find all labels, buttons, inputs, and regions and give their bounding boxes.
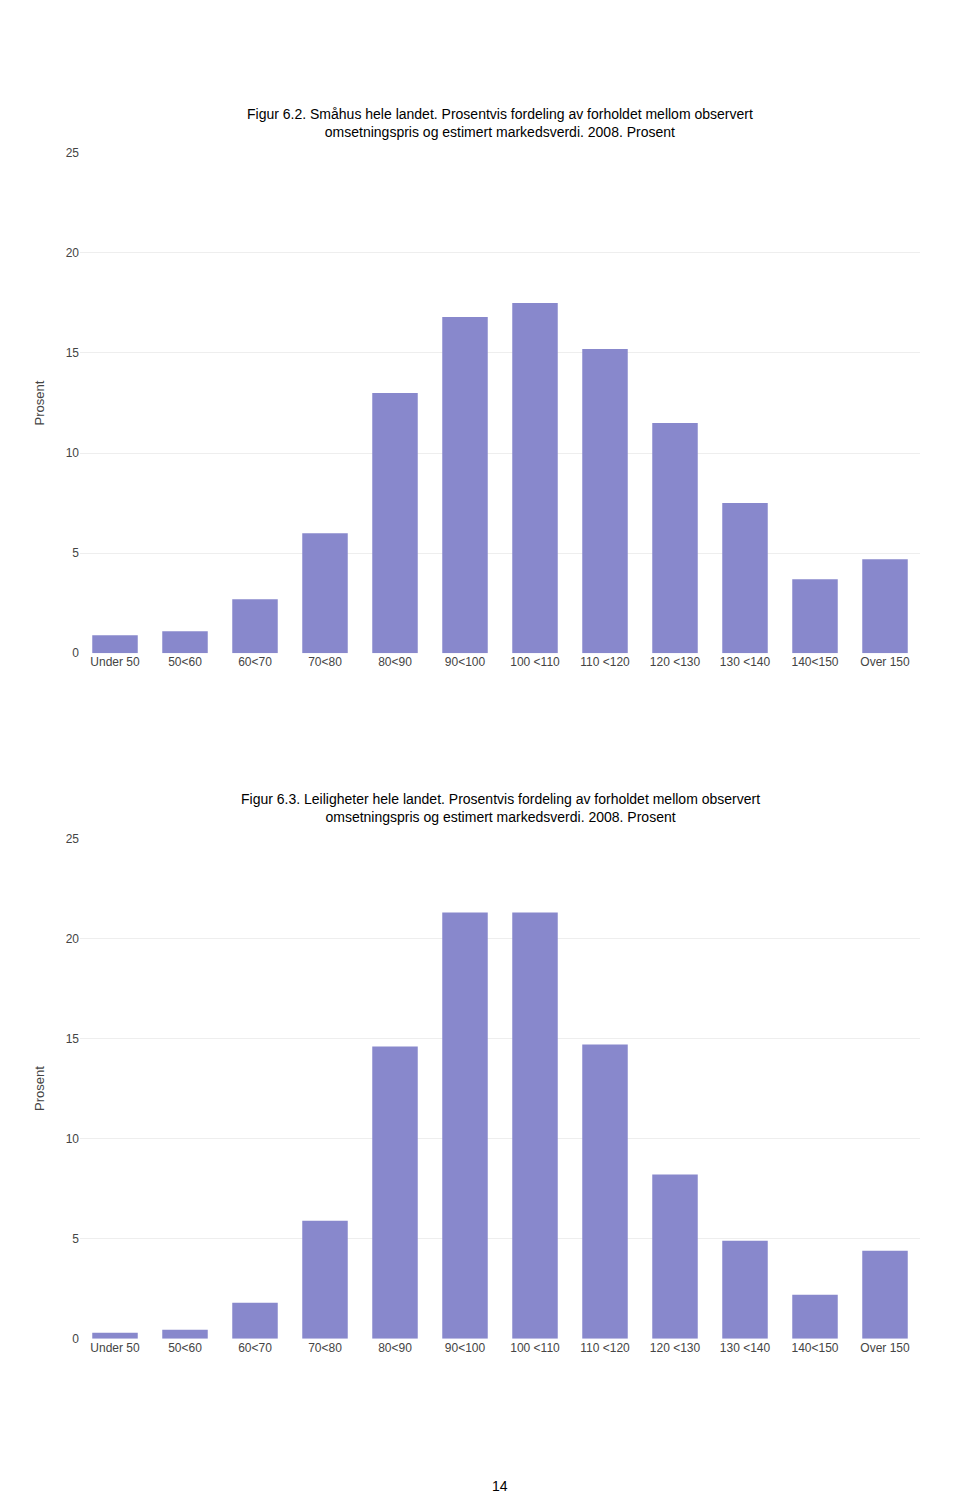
svg-text:130 <140: 130 <140: [720, 655, 771, 669]
svg-text:90<100: 90<100: [445, 1341, 486, 1355]
svg-text:0: 0: [72, 1332, 79, 1346]
svg-text:Over 150: Over 150: [860, 655, 910, 669]
svg-text:50<60: 50<60: [168, 655, 202, 669]
svg-text:50<60: 50<60: [168, 1341, 202, 1355]
svg-text:120 <130: 120 <130: [650, 655, 701, 669]
svg-text:10: 10: [66, 446, 80, 460]
svg-text:70<80: 70<80: [308, 655, 342, 669]
svg-text:100 <110: 100 <110: [510, 655, 560, 669]
svg-text:25: 25: [66, 832, 80, 846]
svg-text:70<80: 70<80: [308, 1341, 342, 1355]
svg-text:90<100: 90<100: [445, 655, 486, 669]
svg-text:80<90: 80<90: [378, 655, 412, 669]
svg-text:15: 15: [66, 346, 80, 360]
svg-text:100 <110: 100 <110: [510, 1341, 560, 1355]
svg-text:Figur 6.3. Leiligheter hele la: Figur 6.3. Leiligheter hele landet. Pros…: [241, 791, 760, 825]
svg-text:Under 50: Under 50: [90, 655, 140, 669]
svg-text:110 <120: 110 <120: [580, 655, 630, 669]
svg-text:110 <120: 110 <120: [580, 1341, 630, 1355]
svg-text:60<70: 60<70: [238, 1341, 272, 1355]
svg-text:80<90: 80<90: [378, 1341, 412, 1355]
svg-text:20: 20: [66, 246, 80, 260]
svg-text:0: 0: [72, 646, 79, 660]
svg-text:60<70: 60<70: [238, 655, 272, 669]
svg-text:Prosent: Prosent: [32, 380, 47, 425]
svg-text:14: 14: [492, 1478, 508, 1494]
svg-text:140<150: 140<150: [791, 655, 838, 669]
svg-text:Figur 6.2. Småhus hele landet.: Figur 6.2. Småhus hele landet. Prosentvi…: [247, 106, 753, 140]
svg-text:Prosent: Prosent: [32, 1066, 47, 1111]
svg-text:20: 20: [66, 932, 80, 946]
svg-text:Over 150: Over 150: [860, 1341, 910, 1355]
svg-text:5: 5: [72, 546, 79, 560]
svg-text:5: 5: [72, 1232, 79, 1246]
svg-text:130 <140: 130 <140: [720, 1341, 771, 1355]
svg-text:10: 10: [66, 1132, 80, 1146]
svg-text:15: 15: [66, 1032, 80, 1046]
svg-text:Under 50: Under 50: [90, 1341, 140, 1355]
svg-text:120 <130: 120 <130: [650, 1341, 701, 1355]
svg-text:140<150: 140<150: [791, 1341, 838, 1355]
svg-text:25: 25: [66, 146, 80, 160]
